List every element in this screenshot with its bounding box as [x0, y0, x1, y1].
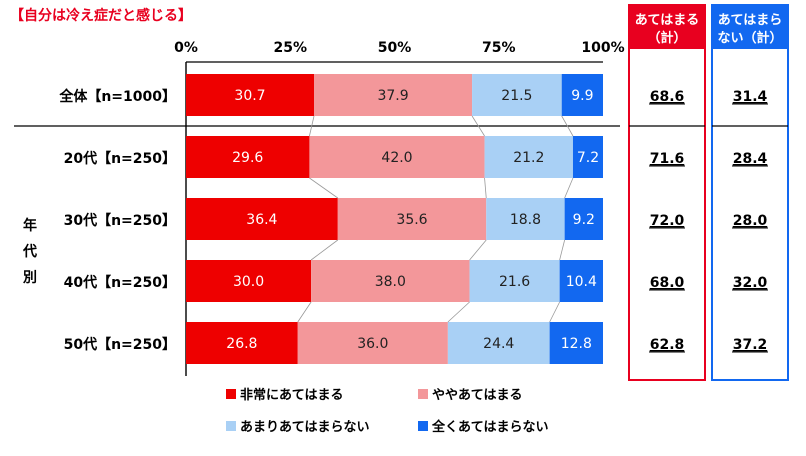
bar-value-label: 18.8 [510, 212, 541, 228]
bar-segment [186, 260, 312, 302]
segment-connector [447, 301, 470, 323]
summary-column-border [628, 4, 706, 381]
bar-segment [472, 74, 562, 116]
bar-value-label: 42.0 [381, 150, 412, 166]
summary-header-bg [629, 5, 705, 49]
bar-segment [484, 136, 573, 178]
bar-segment [186, 74, 315, 116]
bar-value-label: 12.8 [561, 336, 592, 352]
bar-value-label: 10.4 [566, 274, 597, 290]
legend-label: 非常にあてはまる [240, 387, 343, 403]
summary-value: 62.8 [650, 337, 685, 353]
summary-header-text: （計） [647, 30, 686, 46]
segment-connector [309, 115, 315, 137]
bar-value-label: 9.2 [573, 212, 595, 228]
summary-value: 37.2 [733, 337, 768, 353]
bar-segment [564, 198, 603, 240]
bar-segment [486, 198, 565, 240]
segment-connector [309, 177, 339, 199]
summary-header-text: ない（計） [717, 30, 782, 46]
bar-value-label: 9.9 [571, 88, 593, 104]
segment-connector [310, 239, 339, 261]
segment-connector [471, 115, 485, 137]
legend-swatch [418, 389, 428, 399]
bar-segment [186, 136, 310, 178]
bar-segment [549, 322, 603, 364]
row-label: 全体【n=1000】 [58, 88, 176, 105]
bar-segment [311, 260, 470, 302]
summary-column-border [711, 4, 789, 381]
bar-value-label: 29.6 [232, 150, 263, 166]
legend-swatch [418, 421, 428, 431]
summary-value: 32.0 [733, 275, 768, 291]
bar-value-label: 35.6 [396, 212, 427, 228]
summary-header-text: あてはまる [635, 13, 699, 28]
summary-header-text: あてはまら [718, 13, 782, 28]
legend-swatch [226, 389, 236, 399]
x-tick-label: 25% [273, 40, 307, 56]
summary-value: 72.0 [650, 213, 685, 229]
bar-value-label: 24.4 [483, 336, 514, 352]
segment-connector [469, 239, 487, 261]
bar-segment [561, 74, 603, 116]
bar-segment [572, 136, 603, 178]
bar-value-label: 36.4 [246, 212, 277, 228]
bar-value-label: 21.6 [499, 274, 530, 290]
bar-value-label: 7.2 [577, 150, 599, 166]
summary-value: 28.0 [733, 213, 768, 229]
x-tick-label: 75% [482, 40, 516, 56]
summary-value: 68.6 [650, 89, 685, 105]
bar-segment [186, 322, 298, 364]
segment-connector [549, 301, 560, 323]
bar-segment [314, 74, 473, 116]
row-label: 20代【n=250】 [64, 150, 176, 167]
legend-label: ややあてはまる [432, 388, 522, 403]
row-label: 30代【n=250】 [64, 212, 176, 229]
row-label: 40代【n=250】 [64, 274, 176, 291]
legend-label: 全くあてはまらない [431, 419, 548, 435]
bar-segment [469, 260, 560, 302]
segment-connector [561, 115, 574, 137]
summary-value: 68.0 [650, 275, 685, 291]
legend-swatch [226, 421, 236, 431]
bar-segment [309, 136, 485, 178]
group-label-char: 別 [22, 270, 37, 286]
x-tick-label: 0% [174, 40, 198, 56]
bar-value-label: 36.0 [357, 336, 388, 352]
bar-value-label: 21.2 [513, 150, 544, 166]
x-tick-label: 100% [581, 40, 624, 56]
summary-value: 28.4 [733, 151, 768, 167]
segment-connector [564, 177, 574, 199]
bar-value-label: 38.0 [375, 274, 406, 290]
bar-value-label: 30.7 [234, 88, 265, 104]
legend-label: あまりあてはまらない [240, 420, 369, 435]
bar-value-label: 30.0 [233, 274, 264, 290]
bar-value-label: 37.9 [377, 88, 408, 104]
bar-segment [559, 260, 603, 302]
bar-value-label: 26.8 [226, 336, 257, 352]
bar-segment [297, 322, 448, 364]
bar-value-label: 21.5 [501, 88, 532, 104]
bar-segment [337, 198, 487, 240]
summary-header-bg [712, 5, 788, 49]
group-label-char: 年 [23, 217, 37, 234]
segment-connector [297, 301, 312, 323]
bar-segment [186, 198, 338, 240]
summary-value: 31.4 [733, 89, 768, 105]
group-label-char: 代 [22, 243, 37, 260]
segment-connector [484, 177, 487, 199]
row-label: 50代【n=250】 [64, 336, 176, 353]
chart-title: 【自分は冷え症だと感じる】 [10, 7, 192, 24]
summary-value: 71.6 [650, 151, 685, 167]
bar-segment [447, 322, 550, 364]
x-tick-label: 50% [378, 40, 412, 56]
segment-connector [559, 239, 566, 261]
